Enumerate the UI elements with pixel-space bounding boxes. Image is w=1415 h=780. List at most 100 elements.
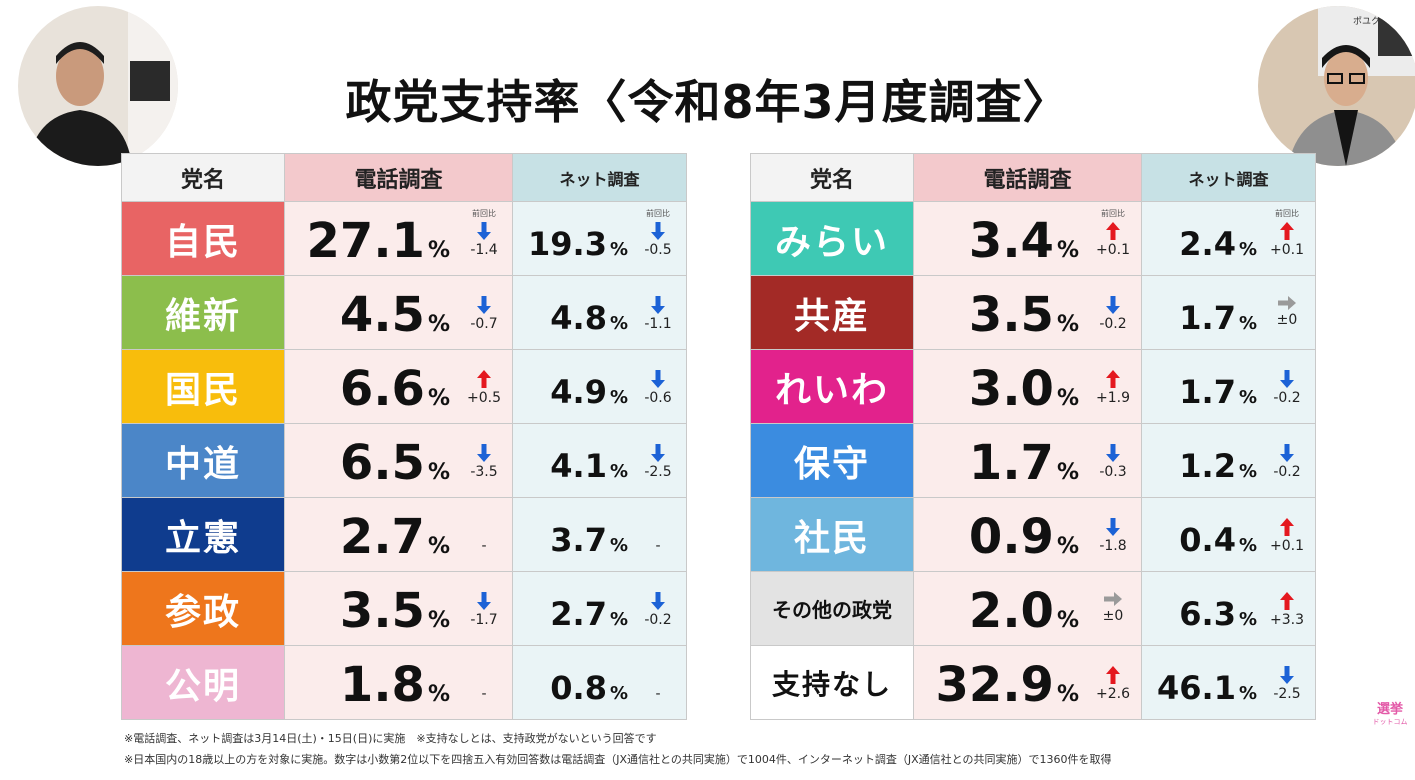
net-delta-value: +0.1 — [1270, 538, 1304, 554]
net-delta: -0.2 — [1267, 430, 1307, 492]
net-delta-value: -0.2 — [644, 612, 672, 628]
arrow-up-icon — [1280, 518, 1294, 536]
arrow-down-icon — [477, 592, 491, 610]
net-delta-value: - — [655, 538, 661, 554]
person-right-image: ポユクタ — [1258, 6, 1415, 166]
phone-delta-value: ±0 — [1102, 608, 1124, 624]
net-delta-value: +0.1 — [1270, 242, 1304, 258]
percent-unit: % — [609, 683, 628, 704]
net-delta: +0.1 — [1267, 504, 1307, 566]
net-delta: ±0 — [1267, 282, 1307, 344]
phone-cell: 1.7% -0.3 — [913, 423, 1142, 498]
net-delta: +3.3 — [1267, 578, 1307, 640]
percent-unit: % — [1238, 683, 1257, 704]
percent-unit: % — [1056, 386, 1079, 411]
phone-delta: 前回比 -1.4 — [464, 208, 504, 270]
percent-unit: % — [1238, 313, 1257, 334]
net-delta: - — [638, 652, 678, 714]
net-cell: 1.7% ±0 — [1141, 275, 1316, 350]
net-value: 1.7 — [1179, 299, 1236, 337]
phone-delta-value: -1.4 — [470, 242, 498, 258]
header-net: ネット調査 — [512, 153, 687, 202]
arrow-up-icon — [1106, 666, 1120, 684]
arrow-down-icon — [1280, 444, 1294, 462]
arrow-down-icon — [651, 296, 665, 314]
net-delta-value: -2.5 — [1273, 686, 1301, 702]
percent-unit: % — [427, 312, 450, 337]
table-body-right: みらい 3.4% 前回比 +0.1 2.4% 前回比 +0.1 共産 3.5% -0.2 1.7% ±… — [750, 201, 1316, 720]
table-row: 参政 3.5% -1.7 2.7% -0.2 — [121, 571, 687, 646]
net-delta: -0.2 — [1267, 356, 1307, 418]
arrow-down-icon — [651, 222, 665, 240]
net-value: 0.8 — [550, 669, 607, 707]
net-value: 2.4 — [1179, 225, 1236, 263]
phone-delta: -0.3 — [1093, 430, 1133, 492]
percent-unit: % — [609, 387, 628, 408]
percent-unit: % — [609, 461, 628, 482]
party-name: みらい — [750, 201, 914, 276]
phone-delta: 前回比 +0.1 — [1093, 208, 1133, 270]
net-delta-value: -2.5 — [644, 464, 672, 480]
phone-delta: -3.5 — [464, 430, 504, 492]
arrow-down-icon — [477, 296, 491, 314]
phone-value: 3.0 — [968, 361, 1054, 417]
phone-cell: 3.0% +1.9 — [913, 349, 1142, 424]
party-name: 保守 — [750, 423, 914, 498]
senkyo-logo: 選挙 ドットコム — [1372, 698, 1408, 727]
percent-unit: % — [609, 609, 628, 630]
phone-delta: - — [464, 652, 504, 714]
phone-cell: 4.5% -0.7 — [284, 275, 513, 350]
table-row: 保守 1.7% -0.3 1.2% -0.2 — [750, 423, 1316, 498]
phone-delta-value: +1.9 — [1096, 390, 1130, 406]
phone-cell: 2.0% ±0 — [913, 571, 1142, 646]
net-delta: 前回比 +0.1 — [1267, 208, 1307, 270]
percent-unit: % — [1238, 609, 1257, 630]
phone-value: 0.9 — [968, 509, 1054, 565]
net-delta: 前回比 -0.5 — [638, 208, 678, 270]
phone-delta: -0.2 — [1093, 282, 1133, 344]
zenkai-label: 前回比 — [1275, 209, 1299, 218]
net-value: 1.2 — [1179, 447, 1236, 485]
table-row: その他の政党 2.0% ±0 6.3% +3.3 — [750, 571, 1316, 646]
phone-value: 6.5 — [339, 435, 425, 491]
net-value: 4.1 — [550, 447, 607, 485]
net-cell: 19.3% 前回比 -0.5 — [512, 201, 687, 276]
arrow-up-icon — [1106, 222, 1120, 240]
phone-value: 6.6 — [339, 361, 425, 417]
net-delta-value: ±0 — [1276, 312, 1298, 328]
arrow-right-icon — [1104, 592, 1122, 606]
phone-value: 3.5 — [339, 583, 425, 639]
phone-cell: 3.5% -0.2 — [913, 275, 1142, 350]
percent-unit: % — [609, 535, 628, 556]
net-cell: 0.8% - — [512, 645, 687, 720]
phone-delta-value: - — [481, 538, 487, 554]
party-name: 立憲 — [121, 497, 285, 572]
net-delta-value: -0.2 — [1273, 464, 1301, 480]
phone-cell: 6.5% -3.5 — [284, 423, 513, 498]
party-name: 中道 — [121, 423, 285, 498]
arrow-down-icon — [477, 444, 491, 462]
percent-unit: % — [1056, 460, 1079, 485]
logo-subtext: ドットコム — [1372, 718, 1408, 726]
footnote-line: ※電話調査、ネット調査は3月14日(土)・15日(日)に実施 ※支持なしとは、支… — [124, 732, 657, 745]
arrow-down-icon — [1106, 518, 1120, 536]
support-table-left: 党名 電話調査 ネット調査 自民 27.1% 前回比 -1.4 19.3% 前回比 -0.5… — [121, 153, 687, 720]
net-delta-value: -0.2 — [1273, 390, 1301, 406]
host-video-right: ポユクタ — [1258, 6, 1415, 166]
net-value: 3.7 — [550, 521, 607, 559]
net-delta-value: -0.5 — [644, 242, 672, 258]
net-delta: -2.5 — [1267, 652, 1307, 714]
net-cell: 46.1% -2.5 — [1141, 645, 1316, 720]
arrow-down-icon — [651, 444, 665, 462]
table-row: れいわ 3.0% +1.9 1.7% -0.2 — [750, 349, 1316, 424]
net-value: 6.3 — [1179, 595, 1236, 633]
party-name: 参政 — [121, 571, 285, 646]
arrow-down-icon — [477, 222, 491, 240]
phone-value: 1.7 — [968, 435, 1054, 491]
arrow-right-icon — [1278, 296, 1296, 310]
phone-cell: 1.8% - — [284, 645, 513, 720]
net-value: 0.4 — [1179, 521, 1236, 559]
phone-value: 3.5 — [968, 287, 1054, 343]
net-value: 19.3 — [528, 225, 607, 263]
table-row: 中道 6.5% -3.5 4.1% -2.5 — [121, 423, 687, 498]
